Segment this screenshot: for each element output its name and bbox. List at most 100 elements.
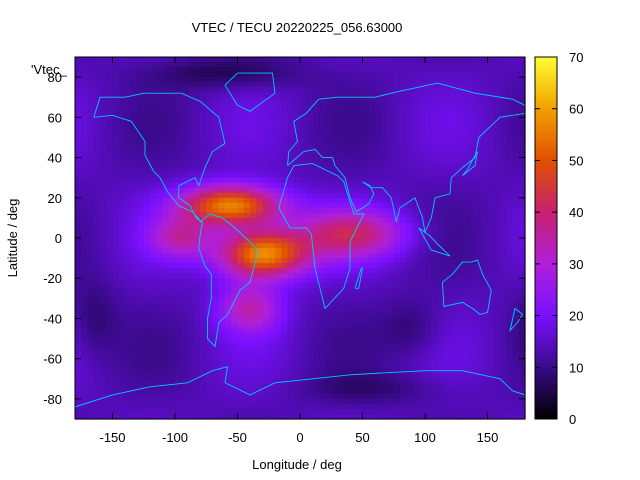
heatmap-cell xyxy=(456,368,464,375)
heatmap-cell xyxy=(356,348,364,355)
heatmap-cell xyxy=(443,157,451,164)
heatmap-cell xyxy=(112,388,120,395)
heatmap-cell xyxy=(281,117,289,123)
heatmap-cell xyxy=(237,283,245,289)
heatmap-cell xyxy=(368,273,376,279)
heatmap-cell xyxy=(500,102,507,108)
heatmap-cell xyxy=(306,67,314,73)
heatmap-cell xyxy=(256,172,264,179)
heatmap-cell xyxy=(400,147,407,154)
heatmap-cell xyxy=(393,212,401,219)
heatmap-cell xyxy=(500,313,507,320)
heatmap-cell xyxy=(175,388,182,395)
heatmap-cell xyxy=(168,127,176,134)
heatmap-cell xyxy=(425,263,432,269)
heatmap-cell xyxy=(250,127,257,134)
heatmap-cell xyxy=(300,323,307,330)
heatmap-cell xyxy=(418,333,426,340)
heatmap-cell xyxy=(112,182,120,189)
heatmap-cell xyxy=(356,253,364,259)
heatmap-cell xyxy=(287,313,295,320)
heatmap-cell xyxy=(268,67,276,73)
heatmap-cell xyxy=(318,378,326,385)
heatmap-cell xyxy=(318,182,326,189)
heatmap-cell xyxy=(168,308,176,315)
heatmap-cell xyxy=(256,318,264,325)
heatmap-cell xyxy=(181,273,189,279)
heatmap-cell xyxy=(187,67,195,73)
heatmap-cell xyxy=(437,127,445,134)
heatmap-cell xyxy=(462,217,470,224)
heatmap-cell xyxy=(206,278,214,284)
heatmap-cell xyxy=(125,393,132,400)
heatmap-cell xyxy=(268,363,276,370)
heatmap-cell xyxy=(456,388,464,395)
heatmap-cell xyxy=(112,232,120,239)
heatmap-cell xyxy=(450,217,457,224)
heatmap-cell xyxy=(306,167,314,174)
heatmap-cell xyxy=(337,197,345,204)
heatmap-cell xyxy=(181,328,189,335)
heatmap-cell xyxy=(356,62,364,68)
heatmap-cell xyxy=(356,328,364,335)
heatmap-cell xyxy=(393,137,401,144)
heatmap-cell xyxy=(212,72,220,78)
heatmap-cell xyxy=(456,147,464,154)
heatmap-cell xyxy=(150,67,157,73)
heatmap-cell xyxy=(518,383,526,390)
heatmap-cell xyxy=(87,338,95,345)
heatmap-cell xyxy=(437,308,445,315)
heatmap-cell xyxy=(412,142,420,149)
heatmap-cell xyxy=(243,248,251,254)
heatmap-cell xyxy=(425,197,432,204)
heatmap-cell xyxy=(143,107,151,113)
heatmap-cell xyxy=(362,132,370,139)
heatmap-cell xyxy=(93,122,101,128)
heatmap-cell xyxy=(175,308,182,315)
heatmap-cell xyxy=(143,388,151,395)
heatmap-cell xyxy=(356,393,364,400)
heatmap-cell xyxy=(318,167,326,174)
heatmap-cell xyxy=(425,328,432,335)
heatmap-cell xyxy=(268,112,276,118)
heatmap-cell xyxy=(106,328,114,335)
heatmap-cell xyxy=(256,398,264,405)
heatmap-cell xyxy=(162,263,170,269)
heatmap-cell xyxy=(156,197,164,204)
heatmap-cell xyxy=(312,102,320,108)
heatmap-cell xyxy=(493,293,501,299)
heatmap-cell xyxy=(400,62,407,68)
heatmap-cell xyxy=(125,202,132,209)
heatmap-cell xyxy=(200,253,207,259)
heatmap-cell xyxy=(256,273,264,279)
heatmap-cell xyxy=(468,207,476,214)
heatmap-cell xyxy=(412,333,420,340)
heatmap-cell xyxy=(356,132,364,139)
heatmap-cell xyxy=(425,127,432,134)
heatmap-cell xyxy=(225,393,232,400)
heatmap-cell xyxy=(343,132,351,139)
heatmap-cell xyxy=(450,358,457,365)
heatmap-cell xyxy=(325,142,332,149)
heatmap-cell xyxy=(150,217,157,224)
heatmap-cell xyxy=(468,62,476,68)
heatmap-cell xyxy=(87,363,95,370)
heatmap-cell xyxy=(387,62,395,68)
heatmap-cell xyxy=(418,177,426,184)
heatmap-cell xyxy=(193,172,201,179)
heatmap-cell xyxy=(87,107,95,113)
heatmap-cell xyxy=(506,197,514,204)
heatmap-cell xyxy=(81,303,89,309)
heatmap-cell xyxy=(412,283,420,289)
heatmap-cell xyxy=(81,102,89,108)
heatmap-cell xyxy=(462,137,470,144)
heatmap-cell xyxy=(487,363,495,370)
heatmap-cell xyxy=(406,232,414,239)
heatmap-cell xyxy=(518,117,526,123)
heatmap-cell xyxy=(193,353,201,360)
heatmap-cell xyxy=(75,197,82,204)
heatmap-cell xyxy=(425,147,432,154)
heatmap-cell xyxy=(106,273,114,279)
heatmap-cell xyxy=(293,363,301,370)
heatmap-cell xyxy=(343,283,351,289)
